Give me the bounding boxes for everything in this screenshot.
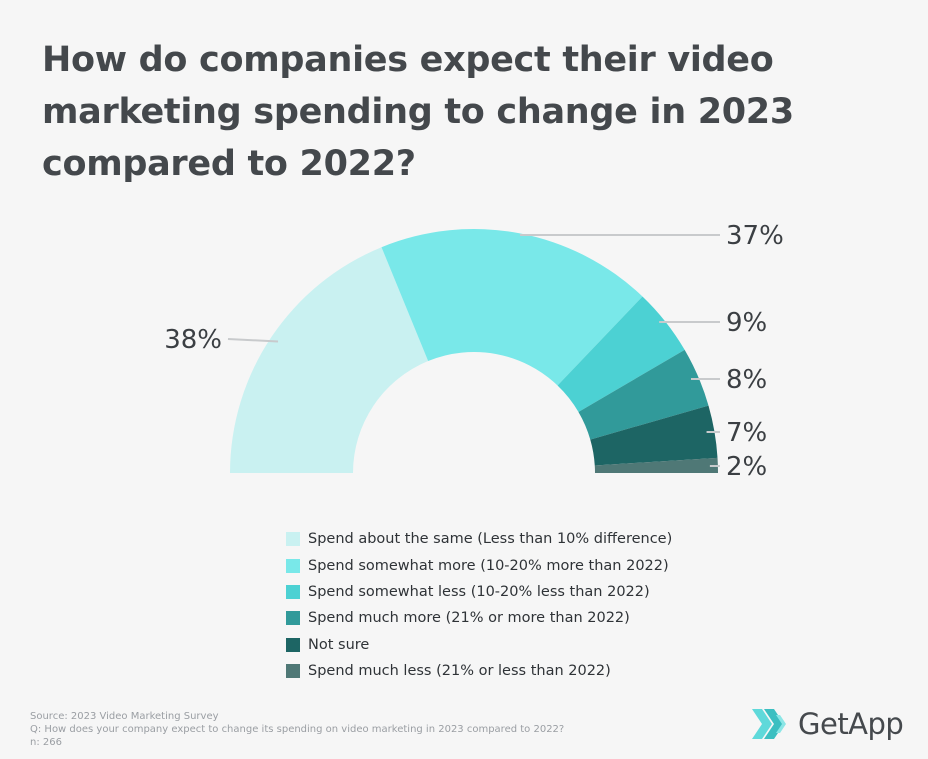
legend-label: Spend somewhat less (10-20% less than 20…	[308, 583, 650, 600]
source-line: Source: 2023 Video Marketing Survey	[30, 711, 219, 722]
legend-item-spend-about-the-same-less-than-10-difference: Spend about the same (Less than 10% diff…	[286, 526, 672, 552]
slice-spend-about-the-same-less-than-10-difference	[230, 247, 429, 473]
legend-label: Spend much more (21% or more than 2022)	[308, 610, 630, 627]
slice-spend-much-more-21-or-more-than-2022	[578, 349, 709, 440]
slice-spend-much-less-21-or-less-than-2022	[594, 457, 718, 473]
legend-item-not-sure: Not sure	[286, 632, 672, 658]
sample-size-line: n: 266	[30, 737, 62, 748]
legend-item-spend-somewhat-more-10-20-more-than-2022: Spend somewhat more (10-20% more than 20…	[286, 552, 672, 578]
chart-title: How do companies expect their video mark…	[42, 40, 794, 184]
legend-label: Not sure	[308, 636, 370, 653]
slice-not-sure	[590, 405, 718, 466]
slice-spend-somewhat-more-10-20-more-than-2022	[381, 229, 643, 386]
data-label-not-sure: 7%	[726, 418, 767, 448]
legend-item-spend-much-less-21-or-less-than-2022: Spend much less (21% or less than 2022)	[286, 658, 672, 684]
getapp-logo: GetApp	[752, 707, 904, 741]
getapp-chevrons-icon	[752, 709, 786, 739]
slice-spend-somewhat-less-10-20-less-than-2022	[557, 296, 685, 412]
legend-swatch	[286, 664, 300, 679]
data-label-spend-much-less-21-or-less-than-2022: 2%	[726, 452, 767, 482]
data-label-spend-somewhat-less-10-20-less-than-2022: 9%	[726, 308, 767, 338]
question-line: Q: How does your company expect to chang…	[30, 724, 565, 735]
leader-line	[227, 338, 279, 343]
legend-label: Spend much less (21% or less than 2022)	[308, 663, 611, 680]
chart-legend: Spend about the same (Less than 10% diff…	[286, 526, 672, 684]
legend-item-spend-much-more-21-or-more-than-2022: Spend much more (21% or more than 2022)	[286, 605, 672, 631]
half-donut-chart: 38% 37% 9% 8% 7% 2%	[164, 221, 784, 482]
brand-name: GetApp	[798, 707, 904, 741]
legend-label: Spend somewhat more (10-20% more than 20…	[308, 557, 669, 574]
data-label-spend-about-the-same-less-than-10-difference: 38%	[164, 325, 222, 355]
legend-item-spend-somewhat-less-10-20-less-than-2022: Spend somewhat less (10-20% less than 20…	[286, 579, 672, 605]
legend-swatch	[286, 584, 300, 599]
legend-swatch	[286, 637, 300, 652]
data-label-spend-somewhat-more-10-20-more-than-2022: 37%	[726, 221, 784, 251]
legend-label: Spend about the same (Less than 10% diff…	[308, 531, 673, 548]
data-label-spend-much-more-21-or-more-than-2022: 8%	[726, 365, 767, 395]
legend-swatch	[286, 611, 300, 626]
legend-swatch	[286, 558, 300, 573]
legend-swatch	[286, 532, 300, 547]
source-note: Source: 2023 Video Marketing Survey Q: H…	[30, 710, 564, 749]
